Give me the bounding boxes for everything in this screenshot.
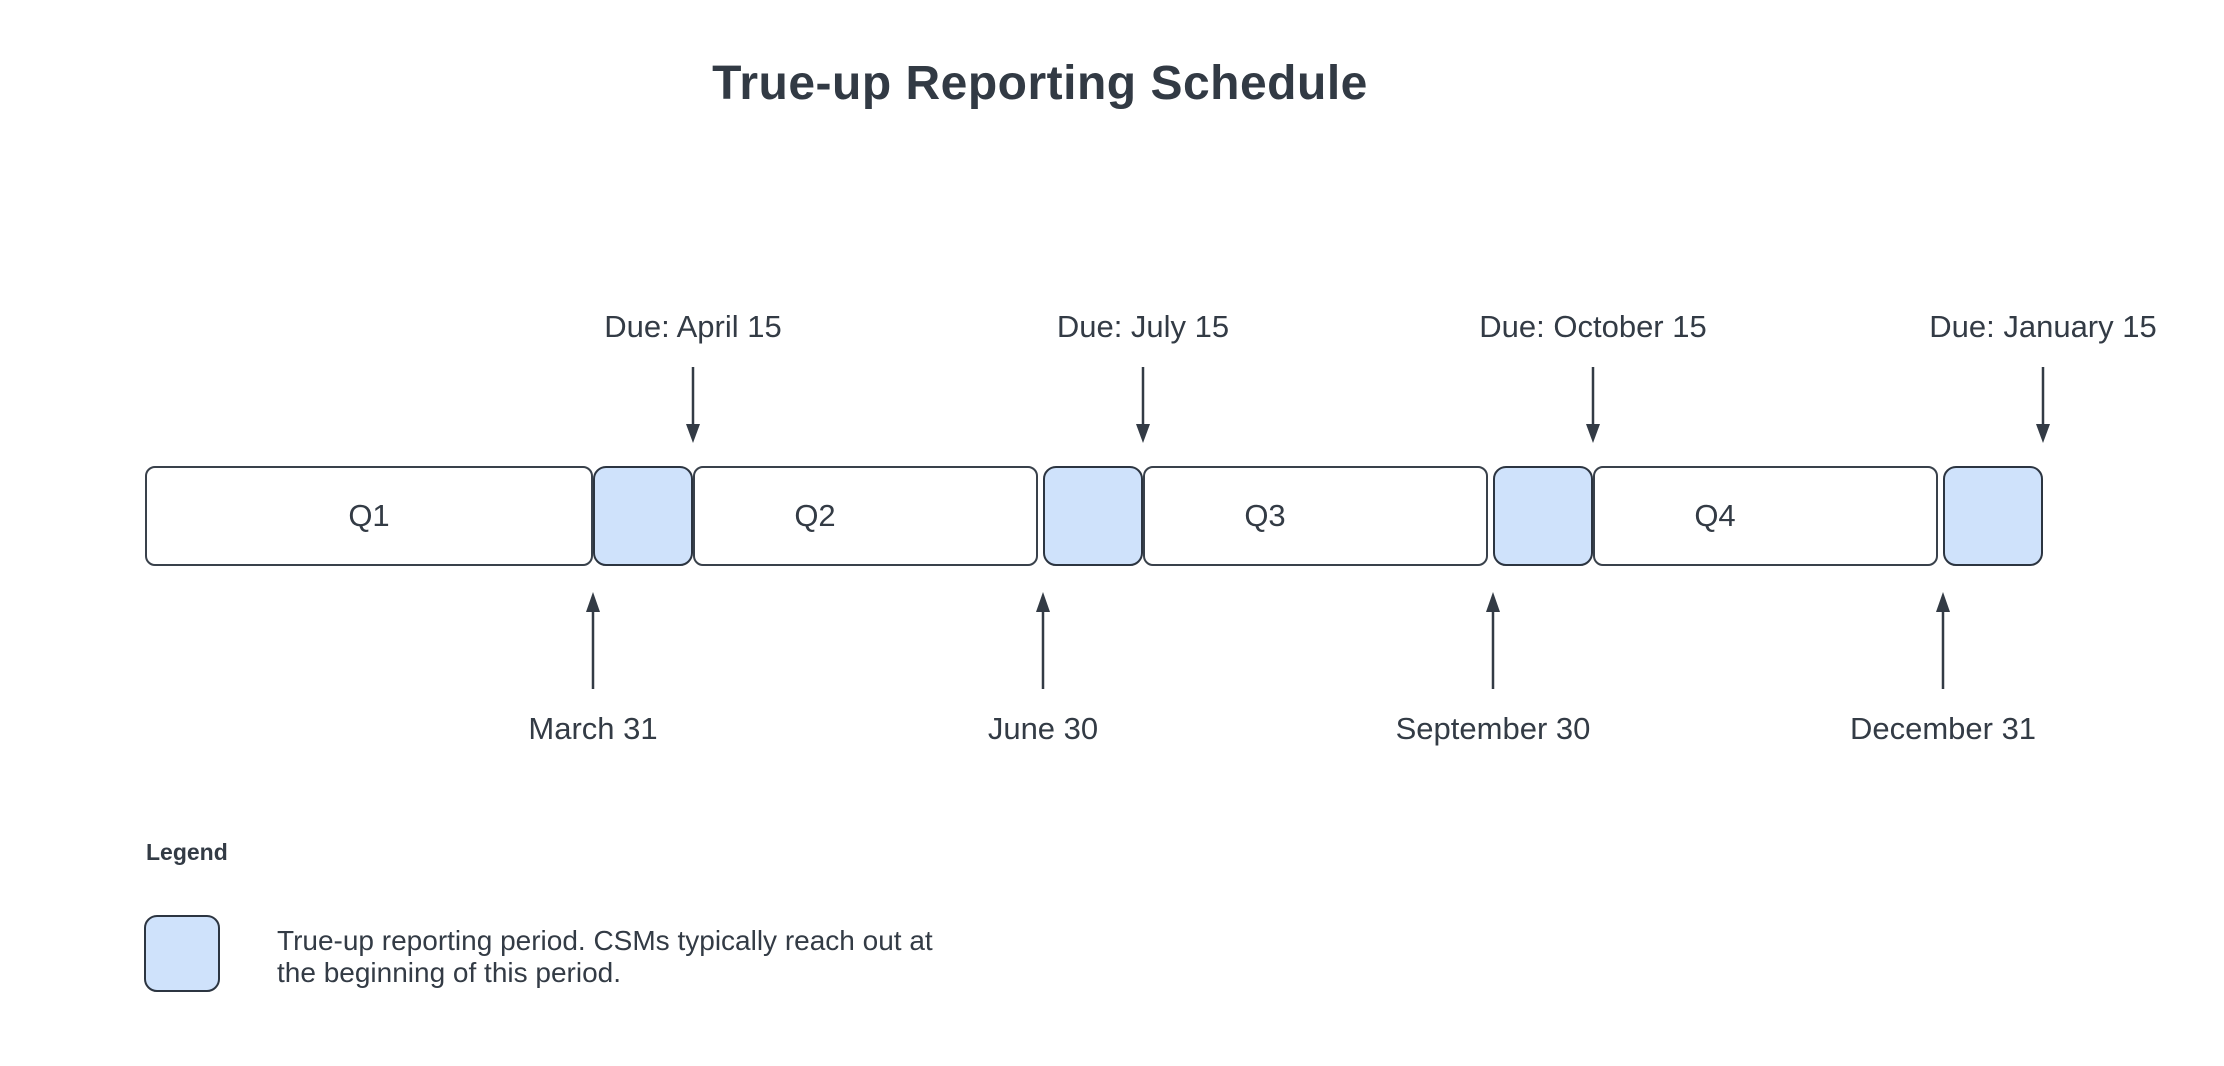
legend-item-text-line2: the beginning of this period.: [277, 957, 622, 988]
trueup-period-box-1: [593, 466, 693, 566]
down-arrow-icon: [1583, 367, 1603, 443]
quarter-end-label-june: June 30: [987, 711, 1099, 746]
quarter-box-q1: [145, 466, 593, 566]
due-date-label-january: Due: January 15: [1929, 309, 2157, 344]
quarter-end-label-december: December 31: [1849, 711, 2037, 746]
trueup-period-box-4: [1943, 466, 2043, 566]
up-arrow-icon: [1483, 592, 1503, 690]
diagram-title: True-up Reporting Schedule: [712, 57, 1368, 110]
quarter-end-label-september: September 30: [1395, 711, 1591, 746]
legend-item-text-line1: True-up reporting period. CSMs typically…: [277, 925, 933, 956]
trueup-period-box-2: [1043, 466, 1143, 566]
quarter-label-q1: Q1: [348, 498, 390, 533]
due-date-label-october: Due: October 15: [1479, 309, 1707, 344]
up-arrow-icon: [583, 592, 603, 690]
legend-swatch-trueup-period: [144, 915, 220, 992]
down-arrow-icon: [1133, 367, 1153, 443]
quarter-box-q3: [1143, 466, 1488, 566]
due-date-label-april: Due: April 15: [604, 309, 782, 344]
quarter-label-q4: Q4: [1694, 498, 1736, 533]
legend-item-text: True-up reporting period. CSMs typically…: [277, 925, 933, 989]
quarter-box-q2: [693, 466, 1038, 566]
up-arrow-icon: [1033, 592, 1053, 690]
legend-heading: Legend: [146, 839, 228, 865]
up-arrow-icon: [1933, 592, 1953, 690]
quarter-end-label-march: March 31: [528, 711, 658, 746]
quarter-label-q2: Q2: [794, 498, 836, 533]
down-arrow-icon: [2033, 367, 2053, 443]
trueup-period-box-3: [1493, 466, 1593, 566]
down-arrow-icon: [683, 367, 703, 443]
due-date-label-july: Due: July 15: [1056, 309, 1230, 344]
quarter-box-q4: [1593, 466, 1938, 566]
quarter-label-q3: Q3: [1244, 498, 1286, 533]
